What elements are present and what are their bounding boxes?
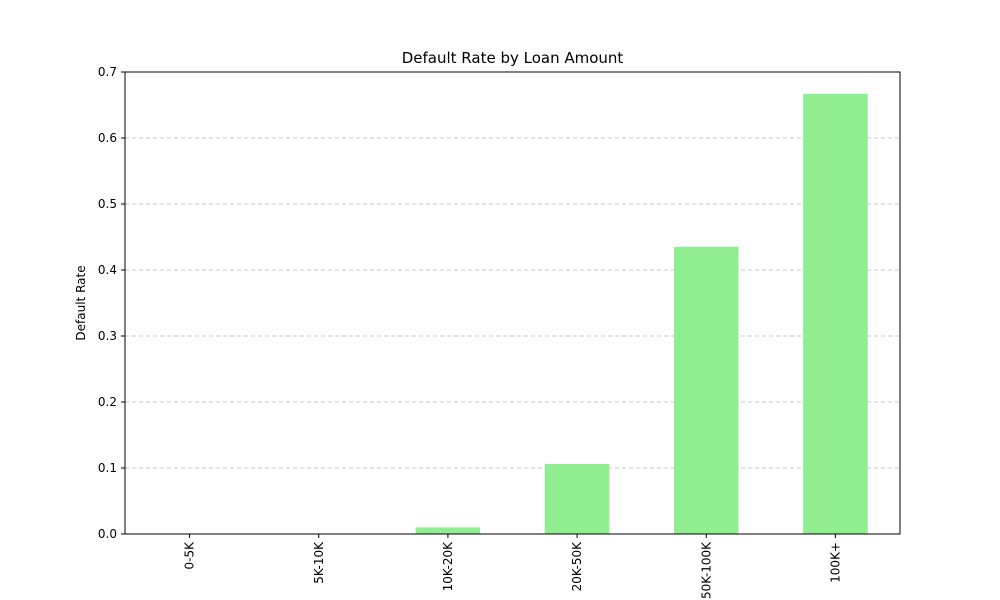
plot-frame — [124, 71, 901, 535]
y-tick-label: 0.1 — [98, 461, 117, 475]
x-tick-label: 10K-20K — [441, 541, 455, 591]
y-axis-ticks: 0.0 0.1 0.2 0.3 0.4 0.5 0.6 0.7 — [98, 65, 125, 541]
y-tick-label: 0.5 — [98, 197, 117, 211]
x-tick-label: 5K-10K — [312, 541, 326, 584]
x-tick-label: 0-5K — [183, 541, 197, 570]
y-tick-label: 0.7 — [98, 65, 117, 79]
grid-lines — [125, 137, 900, 469]
y-tick-label: 0.4 — [98, 263, 117, 277]
axes — [124, 71, 901, 535]
bar-50k-100k — [673, 246, 739, 534]
x-tick-label: 20K-50K — [570, 541, 584, 591]
y-tick-label: 0.0 — [98, 527, 117, 541]
bars — [415, 93, 868, 534]
chart-title: Default Rate by Loan Amount — [402, 49, 624, 67]
bar-100k- — [803, 93, 868, 534]
bar-10k-20k — [415, 527, 481, 534]
y-axis-label: Default Rate — [74, 265, 88, 340]
x-tick-label: 50K-100K — [699, 541, 713, 599]
bar-20k-50k — [544, 464, 610, 534]
y-tick-label: 0.6 — [98, 131, 117, 145]
y-tick-label: 0.2 — [98, 395, 117, 409]
x-axis-ticks: 0-5K 5K-10K 10K-20K 20K-50K 50K-100K 100K+ — [183, 534, 842, 599]
y-tick-label: 0.3 — [98, 329, 117, 343]
x-tick-label: 100K+ — [828, 542, 842, 583]
